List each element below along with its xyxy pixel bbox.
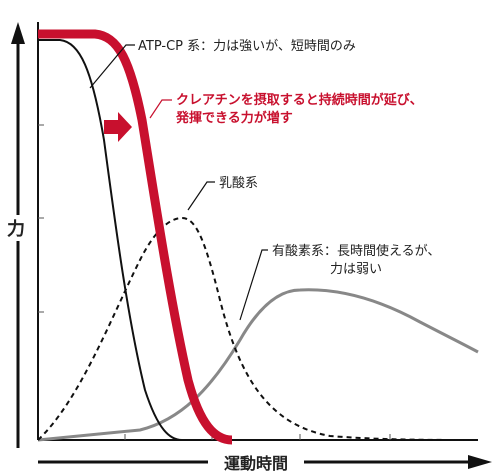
leader: [149, 99, 172, 119]
y-axis-label: 力: [7, 219, 25, 240]
annotation: ATP-CP 系：力は強いが、短時間のみ: [138, 39, 356, 54]
red-arrow: [104, 112, 132, 142]
aerobic-curve: [37, 288, 479, 442]
y-arrowhead: [11, 22, 25, 44]
y-label-bg: [4, 215, 32, 241]
leader: [89, 44, 135, 89]
x-arrowhead: [468, 455, 492, 469]
leader: [187, 181, 215, 211]
annotation: 発揮できる力が増す: [175, 110, 293, 126]
annotation: クレアチンを摂取すると持続時間が延び、: [176, 92, 423, 108]
lactic-curve: [37, 216, 479, 441]
x-label-bg: [208, 452, 304, 474]
annotation: 有酸素系：長時間使えるが、: [272, 243, 440, 259]
atp-cp-curve: [38, 39, 183, 441]
leader: [239, 249, 268, 321]
annotation: 力は弱い: [330, 262, 382, 277]
annotation: 乳酸系: [219, 176, 258, 191]
x-axis-label: 運動時間: [224, 454, 288, 473]
ticks: [38, 124, 391, 440]
creatine-curve: [38, 29, 233, 445]
